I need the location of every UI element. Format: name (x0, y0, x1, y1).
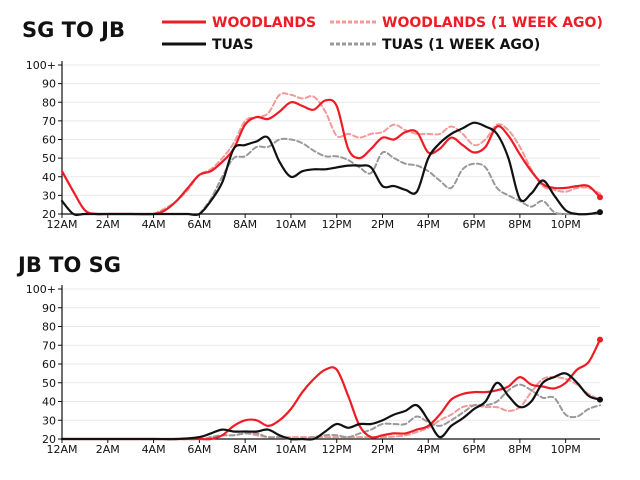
y-tick-label: 100+ (26, 283, 56, 296)
y-tick-label: 50 (42, 152, 56, 165)
plot-jb-to-sg: 20 30 40 50 60 70 80 90 100+ 12AM 2AM 4AM 6AM 8AM 10AM… (26, 283, 603, 456)
legend-label-woodlands-prev: WOODLANDS (1 WEEK AGO) (382, 15, 603, 31)
x-tick-label: 12PM (322, 218, 352, 231)
x-tick-label: 10PM (551, 218, 581, 231)
x-tick-label: 10AM (275, 443, 306, 456)
end-marker-woodlands (597, 194, 603, 201)
y-tick-label: 60 (42, 134, 56, 147)
x-tick-label: 6AM (187, 443, 211, 456)
y-tick-label: 40 (42, 171, 56, 184)
y-tick-label: 30 (42, 414, 56, 427)
x-tick-label: 4AM (142, 218, 166, 231)
plot-sg-to-jb: 20 30 40 50 60 70 80 90 100+ 12AM 2AM 4AM 6AM 8AM 10AM… (26, 59, 603, 231)
legend-label-tuas-prev: TUAS (1 WEEK AGO) (382, 37, 540, 53)
y-tick-label: 90 (42, 302, 56, 315)
y-tick-label: 80 (42, 321, 56, 334)
series-line-tuas (60, 121, 602, 217)
legend-label-tuas: TUAS (212, 37, 253, 53)
x-tick-label: 12PM (322, 443, 352, 456)
series-line-woodlands-prev (152, 92, 601, 215)
y-tick-label: 30 (42, 189, 56, 202)
x-tick-label: 2PM (371, 443, 394, 456)
legend: WOODLANDS WOODLANDS (1 WEEK AGO) TUAS TU… (162, 15, 603, 53)
x-tick-label: 6PM (463, 443, 486, 456)
series-line-tuas (60, 372, 602, 441)
end-marker-tuas (597, 396, 603, 403)
x-tick-label: 4PM (417, 218, 440, 231)
y-tick-label: 90 (42, 78, 56, 91)
x-tick-label: 10PM (551, 443, 581, 456)
series-line-woodlands (60, 338, 602, 441)
x-tick-label: 6PM (463, 218, 486, 231)
y-tick-label: 70 (42, 339, 56, 352)
legend-label-woodlands: WOODLANDS (212, 15, 316, 31)
x-tick-label: 2AM (96, 443, 120, 456)
series-line-woodlands-prev (61, 376, 601, 441)
x-tick-label: 8PM (508, 218, 531, 231)
x-tick-label: 8AM (233, 218, 257, 231)
x-tick-label: 4PM (417, 443, 440, 456)
x-tick-label: 12AM (46, 218, 77, 231)
x-tick-label: 4AM (142, 443, 166, 456)
series-line-woodlands (60, 98, 602, 216)
end-marker-woodlands (597, 336, 603, 343)
x-tick-label: 8AM (233, 443, 257, 456)
x-tick-label: 8PM (508, 443, 531, 456)
x-tick-label: 2PM (371, 218, 394, 231)
y-tick-label: 70 (42, 115, 56, 128)
x-tick-label: 10AM (275, 218, 306, 231)
y-tick-label: 20 (42, 433, 56, 446)
y-tick-label: 40 (42, 396, 56, 409)
x-tick-label: 12AM (46, 443, 77, 456)
x-tick-label: 2AM (96, 218, 120, 231)
chart-title-sg-to-jb: SG TO JB (22, 18, 125, 42)
chart-title-jb-to-sg: JB TO SG (16, 253, 121, 277)
y-tick-label: 100+ (26, 59, 56, 72)
y-tick-label: 50 (42, 377, 56, 390)
y-tick-label: 80 (42, 96, 56, 109)
series-line-tuas-prev (198, 137, 601, 216)
x-tick-label: 6AM (187, 218, 211, 231)
y-tick-label: 20 (42, 208, 56, 221)
series-line-tuas-prev (61, 383, 601, 441)
y-tick-label: 60 (42, 358, 56, 371)
end-marker-tuas (597, 209, 603, 216)
